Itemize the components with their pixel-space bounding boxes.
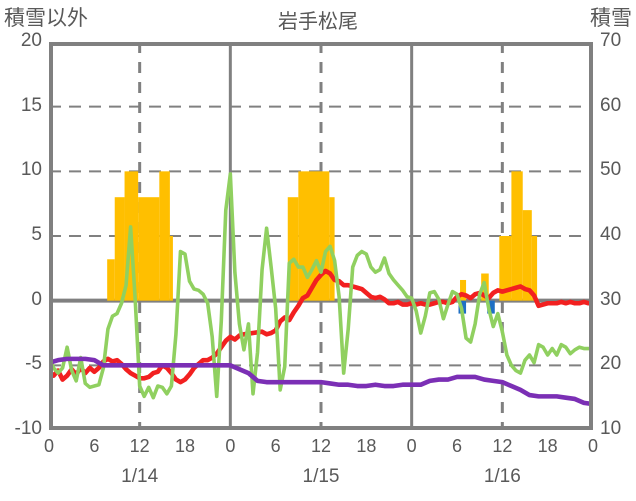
x-axis-tick-label: 18 bbox=[356, 436, 377, 456]
x-axis-tick-label: 6 bbox=[89, 436, 100, 456]
plot-frame bbox=[49, 42, 593, 430]
snow-depth-purple-line bbox=[49, 356, 593, 407]
x-axis-tick-label: 0 bbox=[225, 436, 236, 456]
y-axis-right-tick-label: 20 bbox=[600, 353, 622, 375]
x-axis-tick-label: 0 bbox=[406, 436, 417, 456]
y-axis-left-tick-label: -10 bbox=[14, 418, 42, 439]
bar bbox=[107, 259, 115, 301]
bar bbox=[287, 197, 299, 301]
line-segment bbox=[49, 172, 593, 400]
right-axis-title: 積雪 bbox=[590, 7, 632, 30]
bar bbox=[298, 171, 330, 301]
x-axis-tick-label: 12 bbox=[129, 436, 150, 456]
line-segment bbox=[49, 356, 593, 407]
x-axis-tick-label: 6 bbox=[451, 436, 462, 456]
line-segment bbox=[49, 268, 593, 385]
y-axis-right-tick-label: 10 bbox=[600, 418, 622, 439]
bar bbox=[460, 279, 467, 301]
y-axis-left-tick-label: 10 bbox=[20, 159, 42, 181]
x-axis-tick-label: 12 bbox=[492, 436, 513, 456]
wind-green-line bbox=[49, 172, 593, 400]
y-axis-right-tick-label: 40 bbox=[600, 224, 622, 245]
x-axis-day-label: 1/14 bbox=[121, 466, 159, 487]
y-axis-left-tick-label: -5 bbox=[25, 353, 42, 375]
bar bbox=[511, 171, 523, 301]
y-axis-right-tick-label: 60 bbox=[600, 94, 622, 116]
x-axis-tick-label: 0 bbox=[43, 436, 54, 456]
y-axis-left-tick-label: 0 bbox=[31, 288, 42, 310]
temperature-red-line bbox=[49, 268, 593, 385]
bar bbox=[487, 300, 495, 314]
x-axis-tick-label: 0 bbox=[587, 436, 598, 456]
bar bbox=[531, 236, 538, 301]
x-axis-tick-label: 18 bbox=[537, 436, 558, 456]
x-axis-day-label: 1/15 bbox=[302, 466, 340, 487]
bar bbox=[499, 236, 512, 301]
y-axis-right-tick-label: 30 bbox=[600, 288, 622, 310]
chart-canvas bbox=[49, 42, 593, 430]
chart-title: 岩手松尾 bbox=[278, 11, 358, 33]
y-axis-right-tick-label: 50 bbox=[600, 159, 622, 181]
y-axis-left-tick-label: 5 bbox=[31, 224, 42, 245]
y-axis-right-tick-label: 70 bbox=[600, 30, 622, 51]
left-axis-title: 積雪以外 bbox=[4, 7, 88, 30]
bar bbox=[114, 197, 125, 301]
y-axis-left-tick-label: 15 bbox=[20, 94, 42, 116]
bar bbox=[169, 236, 173, 301]
x-axis-day-label: 1/16 bbox=[483, 466, 521, 487]
x-axis-tick-label: 6 bbox=[270, 436, 281, 456]
bar bbox=[138, 197, 160, 301]
x-axis-tick-label: 12 bbox=[310, 436, 332, 456]
plot-area bbox=[49, 42, 593, 430]
bar bbox=[159, 171, 170, 301]
bar bbox=[522, 210, 532, 301]
y-axis-left-tick-label: 20 bbox=[20, 30, 42, 51]
x-axis-tick-label: 18 bbox=[174, 436, 196, 456]
